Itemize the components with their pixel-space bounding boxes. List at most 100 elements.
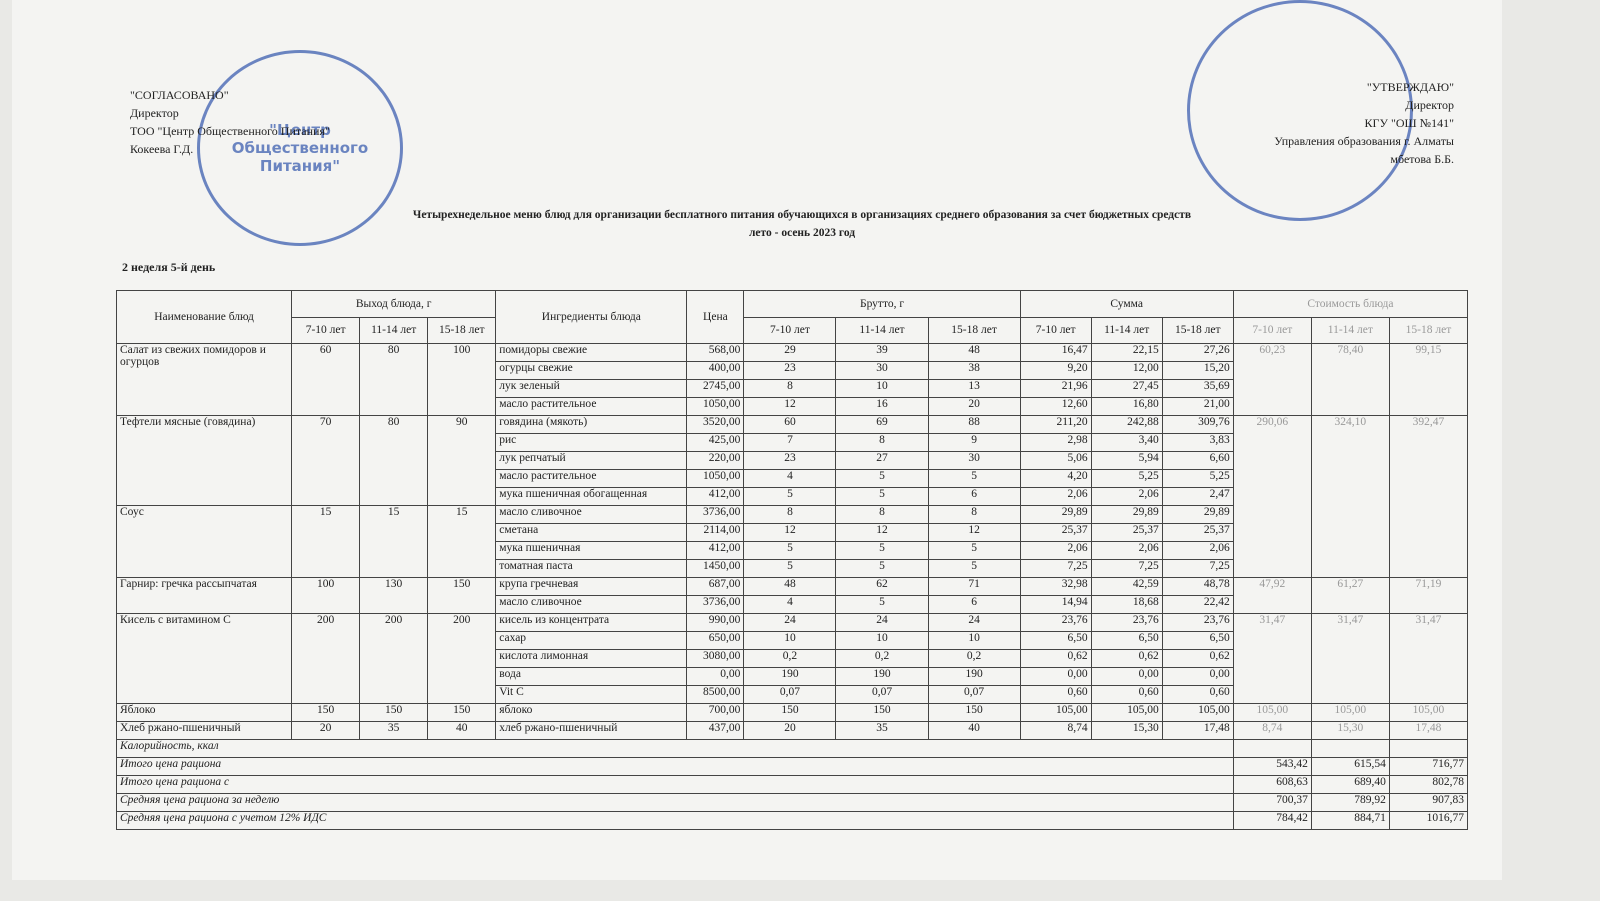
menu-table: Наименование блюд Выход блюда, г Ингредиен… [115,290,1469,830]
ingredient-name: мука пшеничная [495,541,688,560]
ingredient-sum: 0,60 [1090,685,1163,704]
gross-weight: 24 [743,613,837,632]
ingredient-price: 700,00 [686,703,745,722]
total-cell [1232,739,1312,758]
gross-weight: 10 [927,631,1021,650]
ingredient-sum: 14,94 [1019,595,1092,614]
dish-cost: 31,47 [1310,613,1390,704]
gross-weight: 190 [743,667,837,686]
ingredient-sum: 29,89 [1161,505,1234,524]
ingredient-name: масло сливочное [495,505,688,524]
dish-cost: 105,00 [1310,703,1390,722]
gross-weight: 8 [835,433,929,452]
ingredient-sum: 0,00 [1090,667,1163,686]
ingredient-name: масло растительное [495,397,688,416]
approval-line: Кокеева Г.Д. [130,142,194,156]
ingredient-sum: 21,96 [1019,379,1092,398]
ingredient-sum: 25,37 [1019,523,1092,542]
gross-weight: 0,07 [743,685,837,704]
dish-name: Тефтели мясные (говядина) [115,415,293,506]
ingredient-sum: 15,30 [1090,721,1163,740]
ingredient-price: 1050,00 [686,397,745,416]
gross-weight: 88 [927,415,1021,434]
ingredient-sum: 42,59 [1090,577,1163,596]
dish-cost: 290,06 [1232,415,1312,578]
gross-weight: 24 [927,613,1021,632]
total-value: 543,42 [1232,757,1312,776]
ingredient-name: масло растительное [495,469,688,488]
age-header: 11-14 лет [835,316,929,344]
gross-weight: 23 [743,451,837,470]
gross-weight: 150 [835,703,929,722]
ingredient-name: лук репчатый [495,451,688,470]
ingredient-price: 400,00 [686,361,745,380]
season: лето - осень 2023 год [748,227,856,239]
ingredient-sum: 6,50 [1019,631,1092,650]
ingredient-price: 220,00 [686,451,745,470]
gross-weight: 5 [743,541,837,560]
age-header: 15-18 лет [1388,316,1469,344]
approval-line: ТОО "Центр Общественного Питания" [130,124,330,138]
gross-weight: 9 [927,433,1021,452]
ingredient-sum: 16,47 [1019,343,1092,362]
approval-line: Директор [130,106,179,120]
ingredient-row: Хлеб ржано-пшеничный 20 35 40 хлеб ржано-пше… [115,721,1469,740]
dish-yield: 35 [359,721,429,740]
approval-line: Директор [1405,98,1454,112]
ingredient-row: масло растительное 1050,00 12 16 20 12,60 16,8… [117,397,1468,416]
dish-cost: 31,47 [1232,613,1312,704]
gross-weight: 4 [743,469,837,488]
paper: "Центр Общественного Питания" "СОГЛАСОВА… [12,0,1502,880]
stamp: "Центр Общественного Питания" [197,50,403,246]
ingredient-row: мука пшеничная обогащенная 412,00 5 5 6 2,06 2… [117,487,1468,506]
ingredient-price: 2745,00 [686,379,745,398]
ingredient-name: лук зеленый [495,379,688,398]
gross-weight: 35 [835,721,929,740]
dish-cost: 105,00 [1388,703,1469,722]
dish-cost: 31,47 [1388,613,1469,704]
gross-weight: 20 [743,721,837,740]
age-header: 15-18 лет [927,316,1021,344]
gross-weight: 5 [743,487,837,506]
ingredient-name: помидоры свежие [495,343,688,362]
age-header: 11-14 лет [1090,316,1163,344]
gross-weight: 40 [927,721,1021,740]
dish-cost: 71,19 [1388,577,1469,614]
column-header: Брутто, г [743,290,1021,318]
gross-weight: 5 [835,469,929,488]
total-label: Итого цена рациона с [116,775,1234,794]
ingredient-sum: 29,89 [1090,505,1163,524]
ingredient-sum: 242,88 [1090,415,1163,434]
dish-cost: 99,15 [1388,343,1469,416]
gross-weight: 29 [743,343,837,362]
ingredient-sum: 2,06 [1090,541,1163,560]
dish-name: Яблоко [115,703,293,722]
ingredient-sum: 22,15 [1090,343,1163,362]
gross-weight: 10 [835,379,929,398]
ingredient-sum: 23,76 [1090,613,1163,632]
gross-weight: 23 [743,361,837,380]
gross-weight: 5 [835,559,929,578]
gross-weight: 8 [743,505,837,524]
gross-weight: 150 [743,703,837,722]
gross-weight: 6 [927,595,1021,614]
gross-weight: 5 [927,559,1021,578]
ingredient-name: сахар [495,631,688,650]
ingredient-name: рис [495,433,688,452]
dish-name: Соус [115,505,293,578]
dish-cost: 47,92 [1232,577,1312,614]
dish-yield: 100 [427,343,497,416]
age-header: 7-10 лет [1019,316,1092,344]
ingredient-sum: 0,00 [1019,667,1092,686]
ingredient-price: 437,00 [686,721,745,740]
ingredient-row: Кисель с витамином С 200 200 200 кисель из к… [115,613,1469,704]
ingredient-sum: 0,62 [1161,649,1234,668]
dish-cost: 392,47 [1388,415,1469,578]
ingredient-sum: 5,94 [1090,451,1163,470]
total-value: 689,40 [1310,775,1390,794]
ingredient-sum: 18,68 [1090,595,1163,614]
ingredient-row: рис 425,00 7 8 9 2,98 3,40 3,83 [117,433,1468,452]
ingredient-sum: 6,60 [1161,451,1234,470]
ingredient-name: Vit C [495,685,688,704]
ingredient-price: 3080,00 [686,649,745,668]
